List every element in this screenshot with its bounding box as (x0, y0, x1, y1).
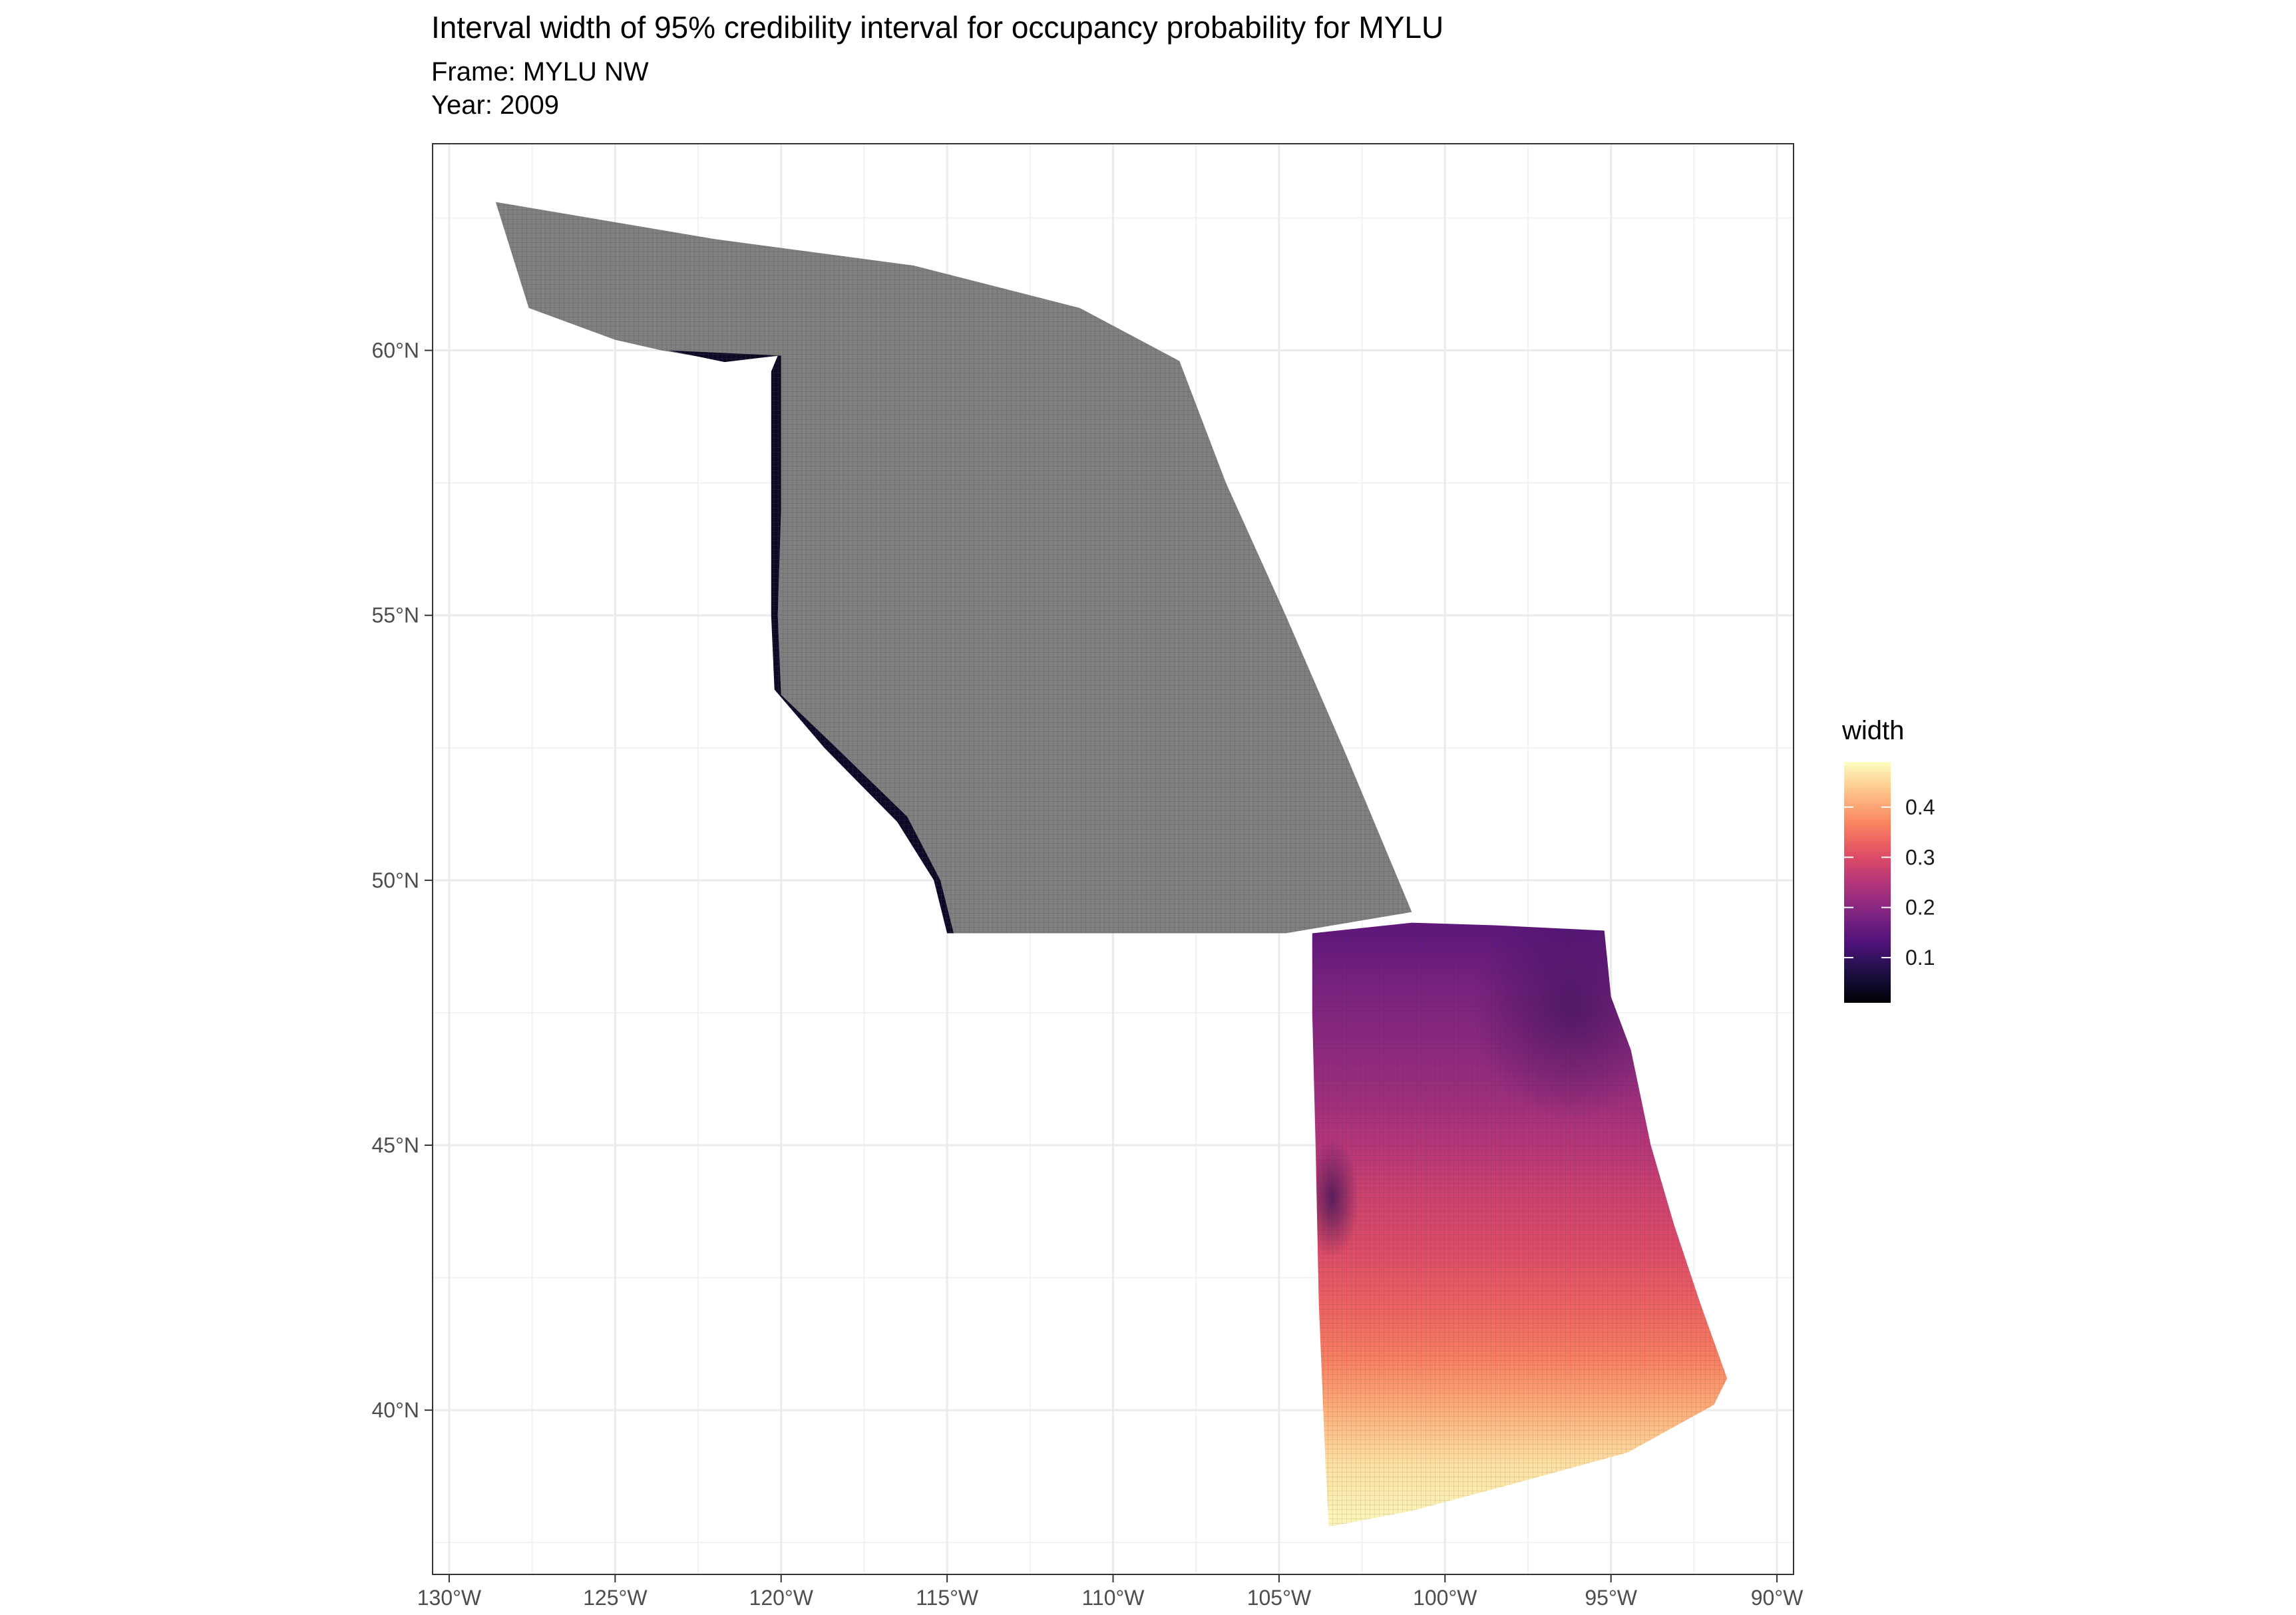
legend: 0.1 0.2 0.3 0.4 (1844, 762, 1935, 1003)
subtitle-year: Year: 2009 (431, 90, 560, 120)
northern-region (495, 202, 1412, 934)
x-tick-label: 90°W (1751, 1586, 1804, 1610)
x-tick-label: 100°W (1413, 1586, 1477, 1610)
x-tick-label: 125°W (583, 1586, 648, 1610)
legend-title: width (1842, 716, 1905, 745)
y-tick-label: 50°N (372, 868, 420, 892)
axis-ticks: 130°W 125°W 120°W 115°W 110°W 105°W 100°W 95°W 9… (372, 339, 1804, 1610)
subtitle-frame: Frame: MYLU NW (431, 57, 649, 87)
southern-region (1312, 922, 1728, 1527)
x-tick-label: 95°W (1585, 1586, 1637, 1610)
legend-break-label: 0.3 (1905, 845, 1935, 869)
x-tick-label: 115°W (916, 1586, 979, 1610)
x-tick-label: 110°W (1081, 1586, 1145, 1610)
southern-region-cells (1312, 922, 1728, 1527)
chart-title: Interval width of 95% credibility interv… (431, 10, 1444, 45)
y-tick-label: 40°N (372, 1398, 420, 1422)
legend-colorbar (1844, 762, 1891, 1003)
y-tick-label: 45°N (372, 1133, 420, 1157)
legend-break-label: 0.1 (1905, 946, 1935, 970)
x-tick-label: 120°W (749, 1586, 814, 1610)
map-regions (495, 202, 1728, 1527)
legend-break-label: 0.4 (1905, 795, 1935, 819)
x-tick-label: 105°W (1247, 1586, 1312, 1610)
x-tick-label: 130°W (417, 1586, 482, 1610)
y-tick-label: 60°N (372, 339, 420, 363)
legend-break-label: 0.2 (1905, 896, 1935, 920)
region-cells (495, 202, 1412, 934)
y-tick-label: 55°N (372, 604, 420, 628)
